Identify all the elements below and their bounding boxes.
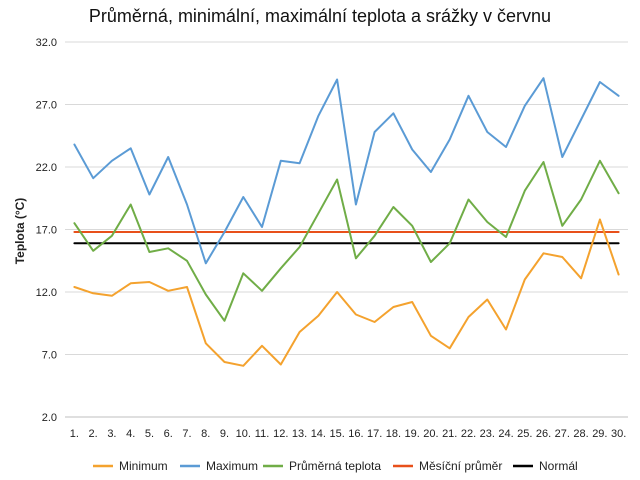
x-tick-label: 4.: [126, 428, 135, 440]
gridlines: [65, 41, 628, 418]
x-tick-label: 9.: [220, 428, 229, 440]
x-tick-label: 22.: [461, 428, 476, 440]
x-tick-label: 21.: [442, 428, 457, 440]
x-tick-label: 23.: [480, 428, 495, 440]
x-tick-label: 1.: [70, 428, 79, 440]
legend-label: Měsíční průměr: [419, 459, 502, 473]
y-tick-label: 7.0: [42, 350, 57, 362]
series-lines: [73, 77, 620, 367]
x-tick-label: 3.: [107, 428, 116, 440]
y-axis-label: Teplota (°C): [13, 198, 27, 265]
x-tick-label: 2.: [89, 428, 98, 440]
y-axis-ticks: 2.0 7.0 12.0 17.0 22.0 27.0 32.0: [36, 37, 57, 424]
x-tick-label: 15.: [329, 428, 344, 440]
x-tick-label: 24.: [498, 428, 513, 440]
legend-label: Normál: [539, 459, 578, 473]
series-line-2: [73, 159, 620, 322]
y-tick-label: 17.0: [36, 225, 57, 237]
y-tick-label: 27.0: [36, 100, 57, 112]
y-tick-label: 32.0: [36, 37, 57, 49]
x-tick-label: 5.: [145, 428, 154, 440]
x-tick-label: 26.: [536, 428, 551, 440]
y-tick-label: 22.0: [36, 162, 57, 174]
x-tick-label: 17.: [367, 428, 382, 440]
x-tick-label: 27.: [555, 428, 570, 440]
x-tick-label: 18.: [386, 428, 401, 440]
x-tick-label: 16.: [348, 428, 363, 440]
x-tick-label: 29.: [592, 428, 607, 440]
x-tick-label: 8.: [201, 428, 210, 440]
x-tick-label: 6.: [164, 428, 173, 440]
legend-label: Maximum: [206, 459, 258, 473]
x-tick-label: 19.: [405, 428, 420, 440]
chart-title: Průměrná, minimální, maximální teplota a…: [89, 6, 551, 26]
y-tick-label: 12.0: [36, 287, 57, 299]
x-tick-label: 10.: [236, 428, 251, 440]
legend-label: Průměrná teplota: [289, 459, 381, 473]
x-tick-label: 30.: [611, 428, 626, 440]
x-tick-label: 14.: [311, 428, 326, 440]
legend: Minimum Maximum Průměrná teplota Měsíční pr…: [93, 459, 578, 473]
y-tick-label: 2.0: [42, 412, 57, 424]
series-line-0: [73, 218, 620, 367]
legend-label: Minimum: [119, 459, 168, 473]
x-tick-label: 20.: [423, 428, 438, 440]
x-tick-label: 13.: [292, 428, 307, 440]
x-axis-ticks: 1. 2. 3. 4. 5. 6. 7. 8. 9. 10. 11. 12. 13. 14. 15. 16. 1…: [70, 428, 626, 440]
series-line-1: [73, 77, 620, 265]
x-tick-label: 25.: [517, 428, 532, 440]
x-tick-label: 12.: [273, 428, 288, 440]
x-tick-label: 28.: [573, 428, 588, 440]
x-tick-label: 7.: [182, 428, 191, 440]
x-tick-label: 11.: [255, 428, 269, 440]
